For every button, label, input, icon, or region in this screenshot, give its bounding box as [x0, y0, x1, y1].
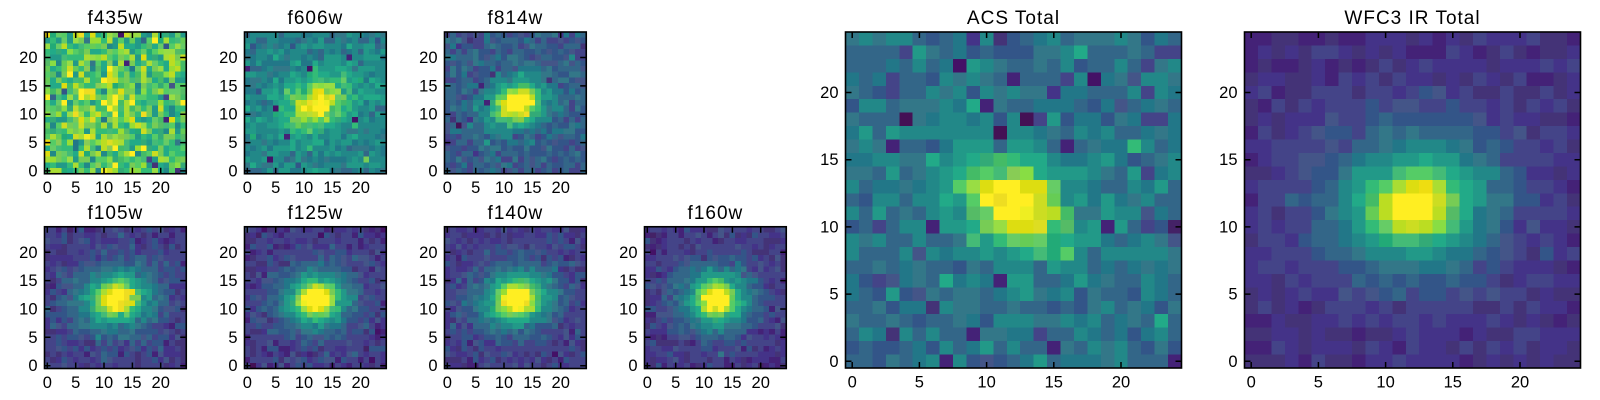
svg-text:0: 0 — [28, 162, 37, 180]
svg-text:0: 0 — [1247, 374, 1256, 392]
svg-text:20: 20 — [820, 84, 838, 102]
svg-text:5: 5 — [1314, 374, 1323, 392]
svg-text:20: 20 — [552, 374, 570, 392]
svg-text:15: 15 — [1219, 151, 1237, 169]
svg-text:10: 10 — [977, 374, 995, 392]
svg-text:5: 5 — [71, 179, 80, 197]
svg-text:15: 15 — [19, 77, 37, 95]
svg-text:0: 0 — [228, 357, 237, 375]
svg-text:15: 15 — [323, 179, 341, 197]
svg-text:f606w: f606w — [288, 8, 344, 29]
svg-text:20: 20 — [352, 179, 370, 197]
svg-text:f160w: f160w — [688, 203, 744, 224]
svg-text:0: 0 — [628, 357, 637, 375]
svg-text:15: 15 — [523, 374, 541, 392]
svg-text:5: 5 — [471, 179, 480, 197]
svg-text:0: 0 — [443, 179, 452, 197]
svg-text:15: 15 — [1045, 374, 1063, 392]
svg-text:0: 0 — [1228, 353, 1237, 371]
svg-text:10: 10 — [419, 106, 437, 124]
svg-text:0: 0 — [43, 179, 52, 197]
svg-text:10: 10 — [495, 179, 513, 197]
svg-text:10: 10 — [295, 179, 313, 197]
svg-text:15: 15 — [123, 179, 141, 197]
svg-text:15: 15 — [219, 77, 237, 95]
svg-text:10: 10 — [295, 374, 313, 392]
svg-text:0: 0 — [643, 374, 652, 392]
svg-text:20: 20 — [1112, 374, 1130, 392]
svg-text:0: 0 — [28, 357, 37, 375]
svg-text:15: 15 — [19, 272, 37, 290]
svg-text:15: 15 — [419, 77, 437, 95]
svg-text:15: 15 — [619, 272, 637, 290]
svg-text:15: 15 — [820, 151, 838, 169]
svg-text:f105w: f105w — [88, 203, 144, 224]
svg-text:5: 5 — [228, 134, 237, 152]
svg-text:20: 20 — [1511, 374, 1529, 392]
svg-text:f140w: f140w — [488, 203, 544, 224]
svg-text:10: 10 — [19, 106, 37, 124]
svg-text:f125w: f125w — [288, 203, 344, 224]
svg-text:5: 5 — [428, 134, 437, 152]
svg-text:20: 20 — [219, 244, 237, 262]
svg-text:20: 20 — [152, 179, 170, 197]
svg-text:10: 10 — [419, 301, 437, 319]
svg-text:5: 5 — [671, 374, 680, 392]
svg-text:10: 10 — [95, 374, 113, 392]
svg-text:0: 0 — [428, 357, 437, 375]
svg-text:20: 20 — [19, 244, 37, 262]
svg-text:f814w: f814w — [488, 8, 544, 29]
svg-text:5: 5 — [829, 286, 838, 304]
svg-text:5: 5 — [628, 329, 637, 347]
svg-text:5: 5 — [28, 329, 37, 347]
svg-text:0: 0 — [43, 374, 52, 392]
svg-text:5: 5 — [471, 374, 480, 392]
svg-text:20: 20 — [419, 49, 437, 67]
svg-text:20: 20 — [152, 374, 170, 392]
svg-text:10: 10 — [95, 179, 113, 197]
svg-text:5: 5 — [915, 374, 924, 392]
svg-text:20: 20 — [552, 179, 570, 197]
svg-text:10: 10 — [1219, 218, 1237, 236]
svg-text:20: 20 — [19, 49, 37, 67]
svg-text:15: 15 — [1444, 374, 1462, 392]
svg-text:10: 10 — [219, 301, 237, 319]
svg-text:5: 5 — [1228, 286, 1237, 304]
svg-text:0: 0 — [443, 374, 452, 392]
svg-text:15: 15 — [219, 272, 237, 290]
svg-text:20: 20 — [219, 49, 237, 67]
svg-text:15: 15 — [723, 374, 741, 392]
svg-text:10: 10 — [219, 106, 237, 124]
svg-text:0: 0 — [243, 179, 252, 197]
svg-text:0: 0 — [243, 374, 252, 392]
svg-text:0: 0 — [428, 162, 437, 180]
svg-text:5: 5 — [271, 179, 280, 197]
svg-text:15: 15 — [419, 272, 437, 290]
svg-text:20: 20 — [619, 244, 637, 262]
svg-text:15: 15 — [523, 179, 541, 197]
svg-text:20: 20 — [352, 374, 370, 392]
svg-text:10: 10 — [619, 301, 637, 319]
svg-text:20: 20 — [752, 374, 770, 392]
svg-text:f435w: f435w — [88, 8, 144, 29]
svg-text:15: 15 — [323, 374, 341, 392]
svg-text:WFC3 IR Total: WFC3 IR Total — [1344, 8, 1480, 29]
svg-text:5: 5 — [428, 329, 437, 347]
svg-text:10: 10 — [695, 374, 713, 392]
svg-text:0: 0 — [829, 353, 838, 371]
svg-text:15: 15 — [123, 374, 141, 392]
svg-text:10: 10 — [820, 218, 838, 236]
svg-text:5: 5 — [228, 329, 237, 347]
svg-text:20: 20 — [419, 244, 437, 262]
svg-text:10: 10 — [495, 374, 513, 392]
svg-text:10: 10 — [19, 301, 37, 319]
svg-text:5: 5 — [28, 134, 37, 152]
svg-text:0: 0 — [228, 162, 237, 180]
svg-text:5: 5 — [271, 374, 280, 392]
svg-text:0: 0 — [848, 374, 857, 392]
svg-text:ACS Total: ACS Total — [967, 8, 1060, 29]
svg-text:5: 5 — [71, 374, 80, 392]
svg-text:20: 20 — [1219, 84, 1237, 102]
svg-text:10: 10 — [1376, 374, 1394, 392]
